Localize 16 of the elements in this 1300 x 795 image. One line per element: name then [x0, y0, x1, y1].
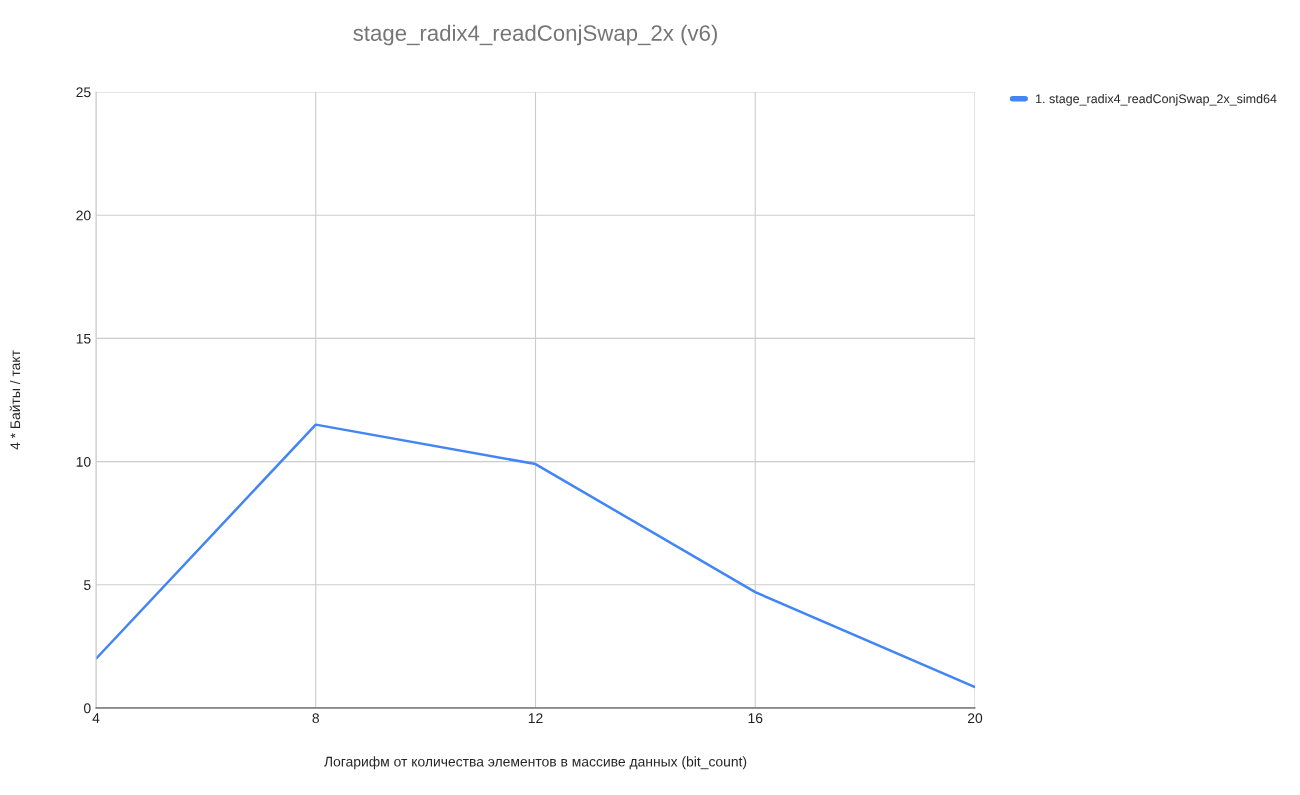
chart-title: stage_radix4_readConjSwap_2x (v6)	[353, 24, 717, 46]
y-tick-label: 0	[83, 703, 91, 714]
x-tick-label: 20	[967, 713, 983, 724]
y-tick-label: 25	[76, 87, 91, 98]
x-tick-label: 4	[92, 713, 100, 723]
y-tick-label: 5	[83, 580, 91, 590]
y-tick-label: 10	[76, 456, 91, 467]
line-series	[96, 423, 975, 689]
legend-label: 1. stage_radix4_readConjSwap_2x_simd64	[1036, 94, 1277, 106]
x-tick-label: 12	[528, 713, 543, 723]
x-tick-label: 16	[748, 713, 763, 724]
y-axis-title: 4 * Байты / такт	[9, 350, 21, 450]
y-tick-label: 15	[76, 333, 91, 344]
y-tick-label: 20	[76, 210, 91, 221]
x-tick-label: 8	[312, 713, 320, 724]
x-axis-title: Логарифм от количества элементов в массиве данных (bit_count)	[324, 756, 747, 770]
